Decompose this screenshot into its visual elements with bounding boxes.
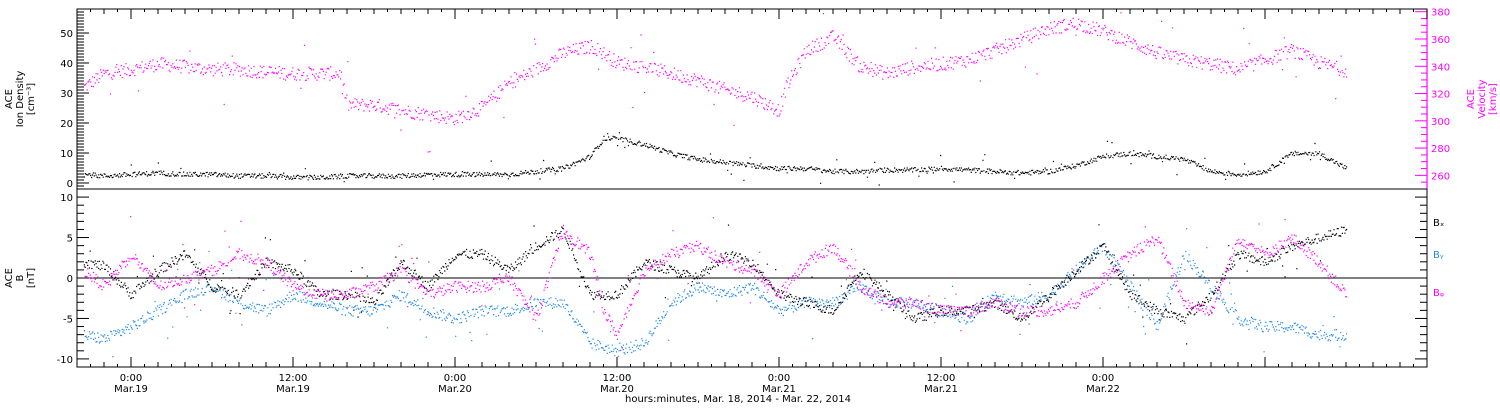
top-right-tick-label: 340 <box>1431 62 1450 73</box>
top-right-tick-label: 260 <box>1431 171 1450 182</box>
top-left-axis-title: [cm⁻³] <box>26 83 37 115</box>
x-tick-date-label: Mar.20 <box>600 384 634 395</box>
top-right-tick-label: 320 <box>1431 90 1450 101</box>
top-right-tick-label: 380 <box>1431 8 1450 19</box>
top-left-tick-label: 40 <box>60 59 73 70</box>
top-panel-frame <box>76 8 1428 190</box>
top-left-tick-label: 0 <box>67 179 73 190</box>
bz-series <box>83 216 1348 351</box>
top-right-tick-label: 300 <box>1431 117 1450 128</box>
top-left-tick-label: 50 <box>60 29 73 40</box>
x-tick-date-label: Mar.19 <box>114 384 148 395</box>
top-left-tick-label: 30 <box>60 89 73 100</box>
bottom-left-tick-label: -10 <box>57 355 73 366</box>
top-left-tick-label: 20 <box>60 119 73 130</box>
bottom-left-axis-title: B <box>15 274 26 281</box>
x-tick-time-label: 0:00 <box>444 373 466 384</box>
bottom-left-tick-label: 5 <box>67 234 73 245</box>
top-left-tick-label: 10 <box>60 149 73 160</box>
bottom-left-axis-title: ACE <box>4 268 15 288</box>
bottom-left-tick-label: 10 <box>60 193 73 204</box>
x-tick-time-label: 0:00 <box>120 373 142 384</box>
x-tick-date-label: Mar.21 <box>762 384 796 395</box>
top-right-axis-title: [km/s] <box>1488 83 1499 115</box>
legend-entry-1: Bᵧ <box>1433 250 1444 261</box>
x-tick-date-label: Mar.20 <box>438 384 472 395</box>
top-right-axis-title: ACE <box>1466 89 1477 109</box>
x-tick-time-label: 12:00 <box>927 373 956 384</box>
ion-density-series <box>83 132 1348 186</box>
x-tick-time-label: 0:00 <box>1092 373 1114 384</box>
legend-entry-2: Bᵩ <box>1433 288 1444 299</box>
legend-entry-0: Bₓ <box>1433 218 1444 229</box>
bottom-left-tick-label: 0 <box>67 274 73 285</box>
x-tick-time-label: 0:00 <box>768 373 790 384</box>
bottom-left-tick-label: -5 <box>63 314 73 325</box>
bz-series-points <box>83 216 1348 351</box>
x-tick-date-label: Mar.22 <box>1086 384 1120 395</box>
top-right-tick-label: 280 <box>1431 144 1450 155</box>
x-tick-date-label: Mar.21 <box>924 384 958 395</box>
bottom-left-axis-title: [nT] <box>26 268 37 288</box>
x-tick-date-label: Mar.19 <box>276 384 310 395</box>
by-series <box>83 228 1348 377</box>
x-tick-time-label: 12:00 <box>603 373 632 384</box>
top-left-axis-title: ACE <box>4 89 15 109</box>
x-tick-time-label: 12:00 <box>279 373 308 384</box>
velocity-series-points <box>83 12 1348 153</box>
by-series-points <box>83 228 1348 377</box>
ion-density-series-points <box>83 132 1348 186</box>
top-right-axis-title: Velocity <box>1477 79 1488 118</box>
velocity-series <box>83 12 1348 153</box>
top-right-tick-label: 360 <box>1431 35 1450 46</box>
x-axis-title: hours:minutes, Mar. 18, 2014 - Mar. 22, … <box>625 394 851 405</box>
top-left-axis-title: Ion Density <box>15 71 26 128</box>
